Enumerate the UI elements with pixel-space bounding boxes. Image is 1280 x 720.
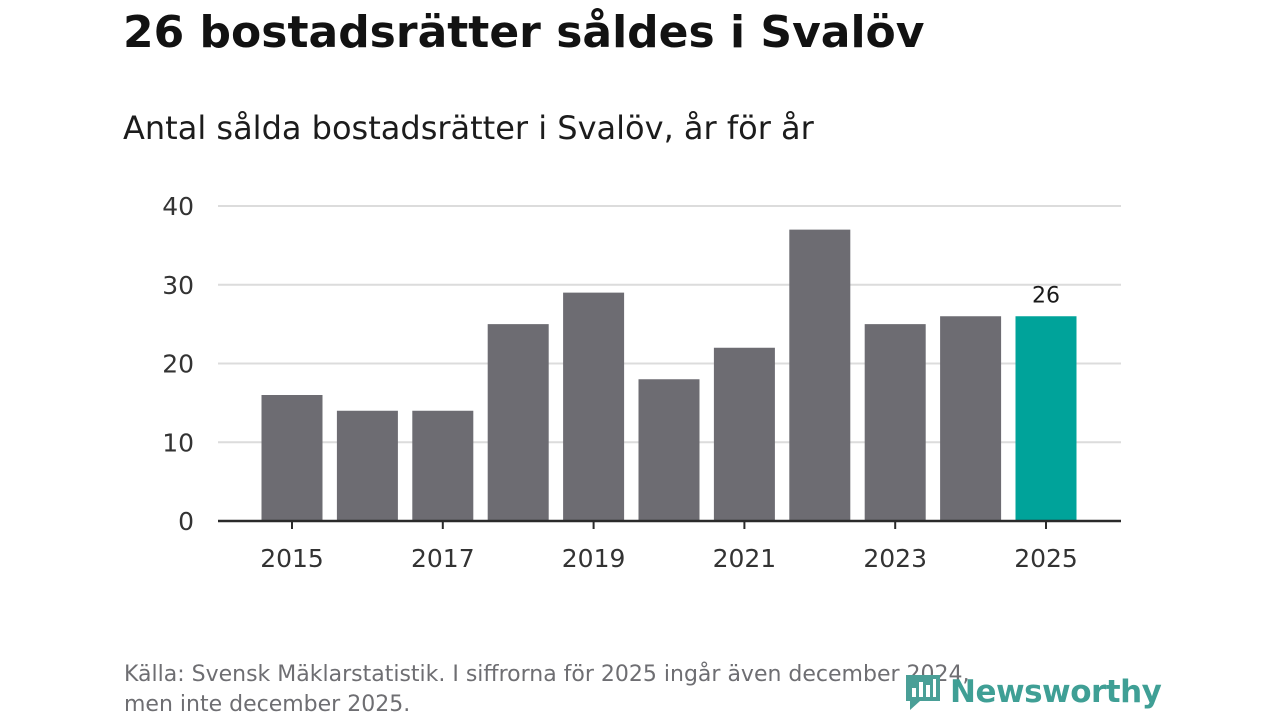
x-axis-ticks: 2015 2017 2019 2021 2023 2025 <box>260 521 1078 573</box>
bar-2015 <box>261 395 323 521</box>
y-tick-label: 10 <box>162 428 194 457</box>
bar-2018 <box>487 324 549 521</box>
y-tick-label: 0 <box>178 507 194 536</box>
y-tick-label: 30 <box>162 271 194 300</box>
bar-2023 <box>864 324 926 521</box>
bar-2017 <box>412 410 474 521</box>
y-axis-ticks: 0 10 20 30 40 <box>162 192 194 536</box>
chart-subtitle: Antal sålda bostadsrätter i Svalöv, år f… <box>123 109 814 147</box>
bar-2020 <box>638 379 700 521</box>
x-tick-label: 2017 <box>411 544 475 573</box>
bar-2022 <box>789 229 851 521</box>
source-line-2: men inte december 2025. <box>124 692 411 717</box>
bars <box>261 229 1077 521</box>
x-tick-label: 2025 <box>1014 544 1078 573</box>
newsworthy-logo-icon <box>906 675 940 710</box>
bar-2024 <box>940 316 1002 521</box>
x-tick-label: 2021 <box>713 544 777 573</box>
bar-2016 <box>336 410 398 521</box>
bar-2019 <box>563 292 625 521</box>
data-labels: 26 <box>1032 283 1060 308</box>
source-note: Källa: Svensk Mäklarstatistik. I siffror… <box>124 660 1134 720</box>
x-tick-label: 2023 <box>863 544 927 573</box>
source-line-1: Källa: Svensk Mäklarstatistik. I siffror… <box>124 662 970 687</box>
y-tick-label: 20 <box>162 350 194 379</box>
x-tick-label: 2019 <box>562 544 626 573</box>
x-tick-label: 2015 <box>260 544 324 573</box>
bar-2021 <box>713 347 775 521</box>
newsworthy-logo: Newsworthy <box>902 668 1162 716</box>
chart-title: 26 bostadsrätter såldes i Svalöv <box>123 7 925 58</box>
newsworthy-logo-text: Newsworthy <box>950 674 1162 710</box>
bar-2025 <box>1015 316 1077 521</box>
data-label-2025: 26 <box>1032 283 1060 308</box>
y-tick-label: 40 <box>162 192 194 221</box>
